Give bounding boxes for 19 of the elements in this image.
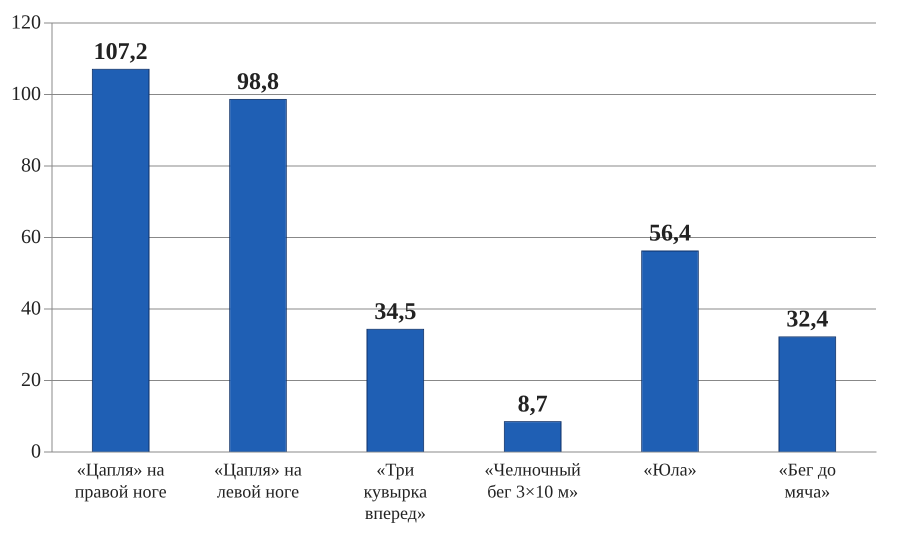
y-tick-label: 0 xyxy=(31,440,41,462)
x-tick-label: «Цапля» на правой ноге xyxy=(74,460,167,502)
y-tick-label: 100 xyxy=(11,82,41,105)
data-label: 107,2 xyxy=(94,38,148,65)
y-tick-label: 40 xyxy=(21,297,41,320)
y-tick-label: 60 xyxy=(21,226,41,248)
data-label: 98,8 xyxy=(237,69,279,96)
x-tick-label: «Бег до мяча» xyxy=(778,460,836,502)
x-tick-label: «Три кувырка вперед» xyxy=(364,460,428,523)
data-label: 56,4 xyxy=(649,220,691,247)
y-tick-label: 120 xyxy=(11,11,41,34)
y-tick-label: 80 xyxy=(21,154,41,176)
x-tick-label: «Челночный бег 3×10 м» xyxy=(484,460,582,502)
data-label: 34,5 xyxy=(374,299,416,326)
x-tick-label: «Цапля» на левой ноге xyxy=(214,460,302,502)
data-label: 8,7 xyxy=(518,391,548,418)
y-tick-label: 20 xyxy=(21,368,41,391)
data-label: 32,4 xyxy=(786,306,828,333)
x-tick-label: «Юла» xyxy=(643,460,697,480)
